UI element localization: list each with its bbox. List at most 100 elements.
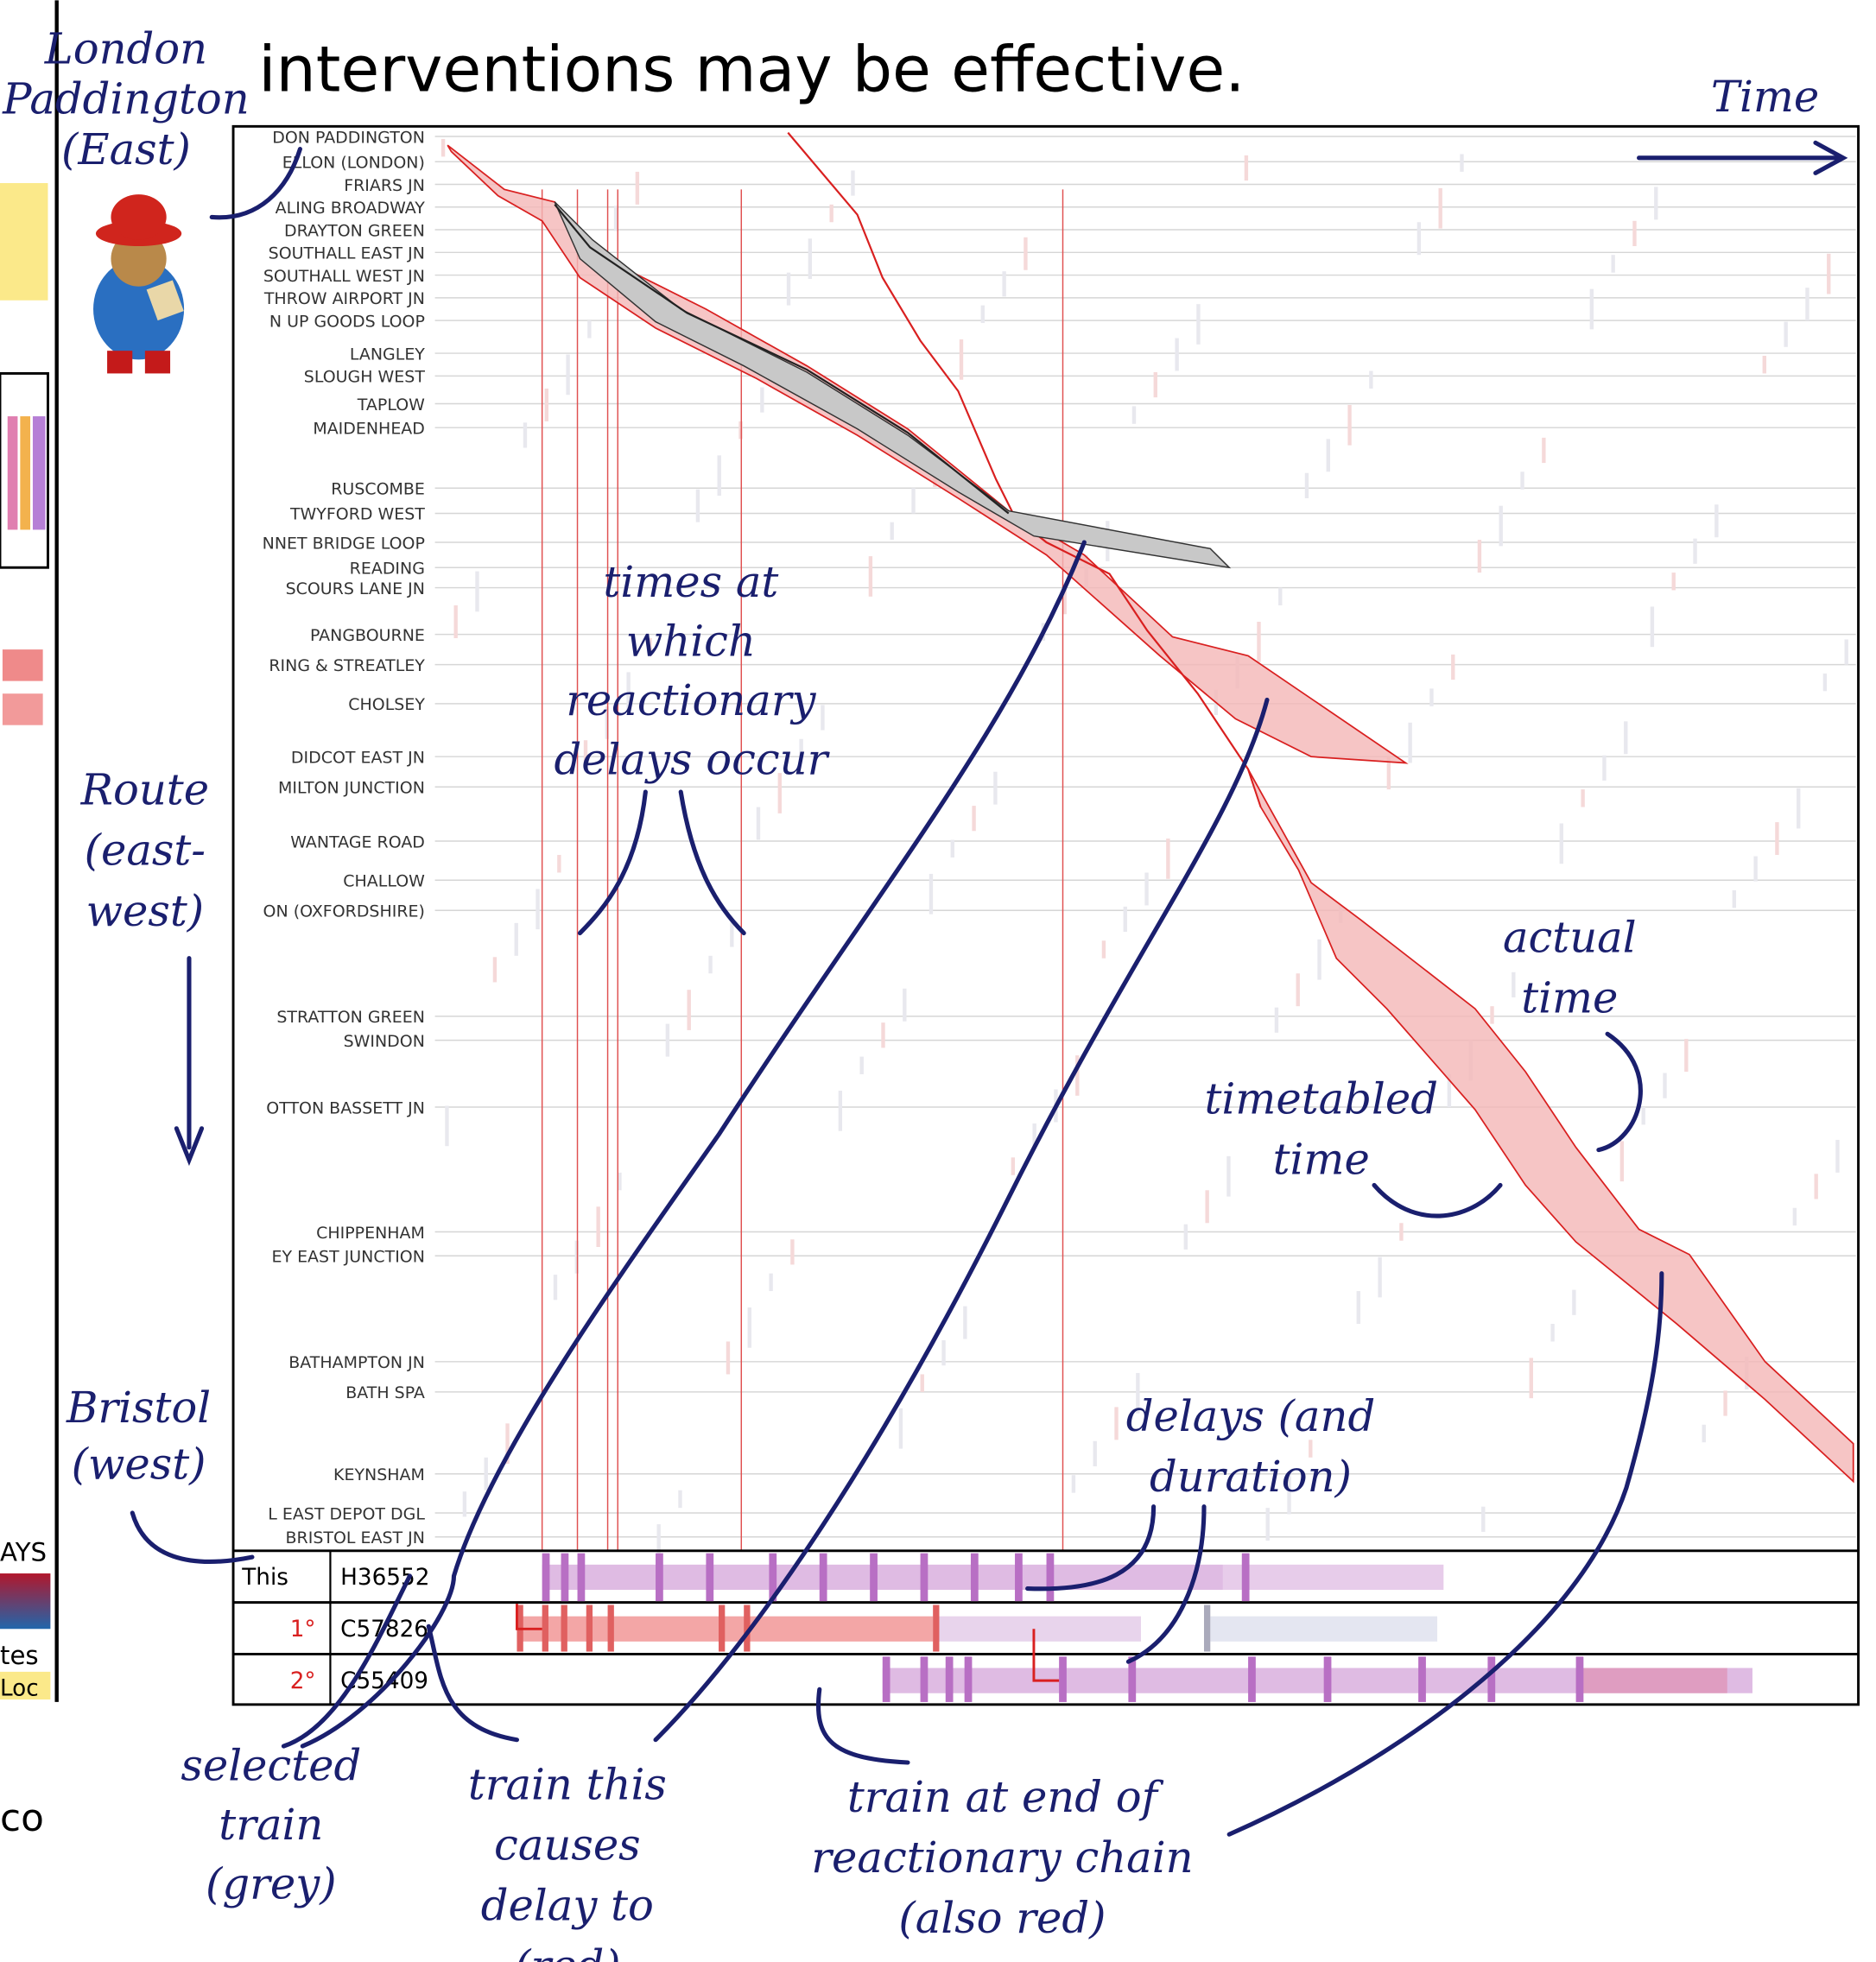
background-event <box>1684 1039 1689 1073</box>
background-event <box>726 1341 731 1375</box>
delay-tick <box>920 1553 928 1602</box>
background-event <box>553 1275 558 1301</box>
station-label: READING <box>350 560 425 579</box>
side-panel-fragment: AYS <box>0 1537 47 1566</box>
annotation-connector <box>281 1573 412 1749</box>
background-event <box>859 1056 864 1075</box>
background-event <box>1753 856 1758 882</box>
delay-tick <box>920 1656 928 1702</box>
delay-band <box>1247 769 1854 1484</box>
station-label: MILTON JUNCTION <box>278 779 425 798</box>
background-event <box>1011 1157 1016 1175</box>
station-label: ALING BROADWAY <box>276 199 426 218</box>
delay-tick <box>542 1553 550 1602</box>
side-panel-fragment: tes <box>0 1641 39 1670</box>
background-event <box>1386 756 1391 790</box>
delay-tick <box>1046 1553 1055 1602</box>
background-event <box>695 489 700 522</box>
delay-tick <box>1248 1656 1256 1702</box>
background-event <box>928 873 934 915</box>
delay-tick <box>1323 1656 1332 1702</box>
annotation: (red) <box>514 1941 621 1962</box>
background-event <box>453 605 458 638</box>
side-panel-stripe <box>32 416 46 530</box>
background-event <box>687 990 691 1030</box>
delay-tick <box>1418 1656 1426 1702</box>
train-rank: 2° <box>290 1668 316 1694</box>
background-event <box>566 354 570 396</box>
station-label: DIDCOT EAST JN <box>291 748 425 767</box>
annotation: train this <box>468 1759 667 1809</box>
background-event <box>1572 1289 1576 1315</box>
delay-tick <box>1203 1604 1211 1652</box>
station-label: LANGLEY <box>350 345 425 364</box>
station-label: BATHAMPTON JN <box>288 1353 425 1372</box>
background-event <box>1650 606 1655 648</box>
background-event <box>1032 1123 1036 1149</box>
background-event <box>821 705 825 731</box>
background-event <box>1369 370 1373 389</box>
annotation: Bristol <box>66 1383 211 1433</box>
annotation: delays (and <box>1126 1391 1375 1441</box>
background-event <box>1347 404 1352 446</box>
background-event <box>1451 654 1455 680</box>
background-event <box>462 1491 467 1517</box>
delay-bar <box>933 1616 1142 1642</box>
background-event <box>1378 1256 1382 1298</box>
annotation: (grey) <box>206 1859 337 1909</box>
background-event <box>1671 573 1676 591</box>
background-event <box>898 1408 903 1449</box>
background-event <box>648 637 652 656</box>
background-event <box>440 138 446 157</box>
station-label: NNET BRIDGE LOOP <box>263 534 425 553</box>
background-event <box>1408 722 1412 763</box>
annotation-connector <box>1813 140 1848 175</box>
background-event <box>618 1172 622 1191</box>
background-event <box>1326 439 1330 472</box>
annotation-connector <box>577 789 648 936</box>
delay-tick <box>719 1604 726 1652</box>
background-event <box>1399 1223 1404 1241</box>
background-event <box>1520 472 1524 490</box>
delay-bar <box>1210 1616 1438 1642</box>
background-event <box>678 1490 682 1509</box>
background-event <box>1624 721 1628 755</box>
station-label: RING & STREATLEY <box>269 656 425 675</box>
background-event <box>903 988 907 1022</box>
delay-tick <box>561 1604 567 1652</box>
annotation: timetabled <box>1205 1073 1438 1123</box>
station-label: THROW AIRPORT JN <box>263 289 425 308</box>
background-event <box>613 206 618 231</box>
annotation: delays occur <box>554 735 830 785</box>
station-label: DON PADDINGTON <box>272 128 425 147</box>
station-label: SCOURS LANE JN <box>286 579 425 598</box>
annotation: train at end of <box>847 1772 1164 1822</box>
background-event <box>1278 587 1283 606</box>
background-event <box>1175 338 1179 371</box>
background-event <box>1304 472 1309 498</box>
annotation: causes <box>494 1820 641 1870</box>
background-event <box>1101 940 1106 959</box>
reactionary-link <box>516 1604 542 1630</box>
delay-tick <box>706 1553 714 1602</box>
annotation-connector <box>209 147 302 220</box>
background-event <box>747 1307 751 1348</box>
background-event <box>760 387 764 413</box>
background-event <box>786 272 791 306</box>
background-event <box>1499 505 1503 547</box>
background-event <box>1071 1475 1076 1493</box>
background-event <box>583 740 588 766</box>
background-event <box>1775 822 1779 856</box>
background-event <box>1641 1106 1645 1125</box>
annotation: selected <box>181 1740 361 1790</box>
delay-tick <box>882 1656 890 1702</box>
background-event <box>1542 437 1546 464</box>
annotation-connector <box>1226 1271 1664 1837</box>
background-event <box>1814 1174 1818 1199</box>
annotation: west) <box>86 886 205 936</box>
background-event <box>665 1023 670 1057</box>
train-id: H36552 <box>340 1565 429 1591</box>
station-label: TAPLOW <box>357 396 425 415</box>
annotation-connector <box>426 1623 520 1743</box>
background-event <box>1723 1390 1727 1416</box>
